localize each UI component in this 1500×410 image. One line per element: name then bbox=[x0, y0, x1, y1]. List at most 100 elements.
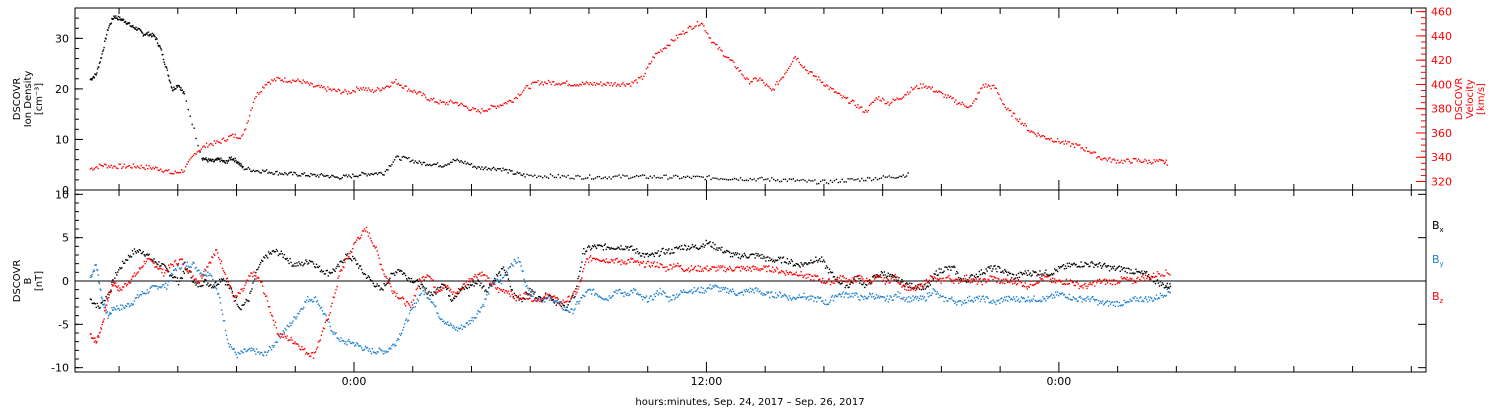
data-point bbox=[648, 254, 651, 256]
data-point bbox=[1024, 122, 1026, 125]
data-point bbox=[676, 246, 678, 248]
data-point bbox=[504, 274, 507, 276]
data-point bbox=[267, 251, 270, 253]
data-point bbox=[1127, 279, 1129, 281]
data-point bbox=[467, 284, 469, 286]
data-point bbox=[316, 300, 319, 302]
data-point bbox=[976, 283, 979, 285]
data-point bbox=[1032, 270, 1034, 272]
data-point bbox=[124, 259, 127, 261]
data-point bbox=[436, 288, 438, 290]
data-point bbox=[217, 292, 220, 295]
data-point bbox=[190, 157, 192, 159]
data-point bbox=[366, 89, 368, 92]
data-point bbox=[810, 180, 812, 182]
data-point bbox=[406, 279, 409, 282]
data-point bbox=[452, 158, 454, 161]
data-point bbox=[329, 325, 331, 328]
data-point bbox=[1054, 282, 1057, 284]
data-point bbox=[525, 285, 527, 288]
data-point bbox=[673, 175, 675, 177]
data-point bbox=[331, 272, 333, 274]
data-point bbox=[195, 137, 197, 140]
data-point bbox=[1107, 305, 1110, 307]
data-point bbox=[697, 248, 700, 251]
data-point bbox=[963, 275, 966, 277]
data-point bbox=[571, 177, 573, 180]
data-point bbox=[456, 158, 458, 161]
data-point bbox=[513, 258, 515, 261]
data-point bbox=[682, 176, 685, 178]
data-point bbox=[569, 300, 571, 302]
data-point bbox=[1123, 299, 1125, 302]
data-point bbox=[103, 46, 105, 49]
data-point bbox=[1091, 261, 1093, 263]
data-point bbox=[287, 339, 289, 342]
data-point bbox=[527, 298, 529, 300]
data-point bbox=[743, 179, 746, 182]
data-point bbox=[411, 304, 414, 306]
data-point bbox=[126, 283, 129, 286]
data-point bbox=[905, 175, 908, 177]
data-point bbox=[187, 161, 189, 163]
data-point bbox=[223, 280, 226, 282]
data-point bbox=[782, 295, 785, 297]
data-point bbox=[724, 55, 726, 58]
data-point bbox=[413, 294, 416, 297]
data-point bbox=[520, 265, 522, 267]
data-point bbox=[432, 279, 434, 281]
data-point bbox=[312, 357, 315, 359]
data-point bbox=[433, 291, 435, 293]
data-point bbox=[133, 248, 136, 250]
data-point bbox=[953, 265, 955, 267]
data-point bbox=[960, 281, 962, 283]
data-point bbox=[1038, 134, 1041, 136]
data-point bbox=[982, 278, 984, 281]
data-point bbox=[798, 274, 800, 276]
data-point bbox=[596, 82, 598, 85]
data-point bbox=[1105, 300, 1108, 303]
data-point bbox=[683, 270, 686, 272]
data-point bbox=[861, 283, 863, 286]
data-point bbox=[487, 291, 489, 293]
data-point bbox=[141, 31, 143, 33]
data-point bbox=[469, 284, 471, 286]
data-point bbox=[612, 259, 614, 261]
data-point bbox=[526, 297, 528, 300]
data-point bbox=[950, 298, 952, 300]
data-point bbox=[494, 287, 497, 289]
data-point bbox=[213, 140, 216, 142]
data-point bbox=[321, 271, 324, 273]
data-point bbox=[382, 289, 384, 291]
data-point bbox=[329, 176, 332, 178]
data-point bbox=[263, 293, 266, 295]
data-point bbox=[833, 91, 836, 94]
data-point bbox=[200, 275, 202, 277]
data-point bbox=[477, 109, 479, 111]
data-point bbox=[395, 295, 397, 297]
data-point bbox=[362, 230, 365, 232]
data-point bbox=[723, 286, 725, 289]
data-point bbox=[354, 344, 357, 346]
data-point bbox=[354, 241, 356, 244]
data-point bbox=[401, 329, 404, 331]
data-point bbox=[143, 260, 145, 263]
data-point bbox=[950, 278, 952, 281]
data-point bbox=[1053, 141, 1055, 143]
data-point bbox=[498, 271, 501, 273]
data-point bbox=[227, 283, 230, 286]
data-point bbox=[1152, 162, 1154, 164]
data-point bbox=[829, 179, 832, 182]
data-point bbox=[320, 334, 323, 337]
data-point bbox=[163, 263, 165, 266]
data-point bbox=[515, 173, 517, 175]
data-point bbox=[825, 84, 828, 86]
data-point bbox=[90, 333, 92, 335]
data-point bbox=[821, 300, 824, 302]
data-point bbox=[853, 277, 855, 279]
data-point bbox=[777, 272, 780, 274]
data-point bbox=[389, 277, 391, 279]
data-point bbox=[779, 256, 782, 259]
data-point bbox=[383, 174, 385, 176]
data-point bbox=[534, 297, 536, 300]
